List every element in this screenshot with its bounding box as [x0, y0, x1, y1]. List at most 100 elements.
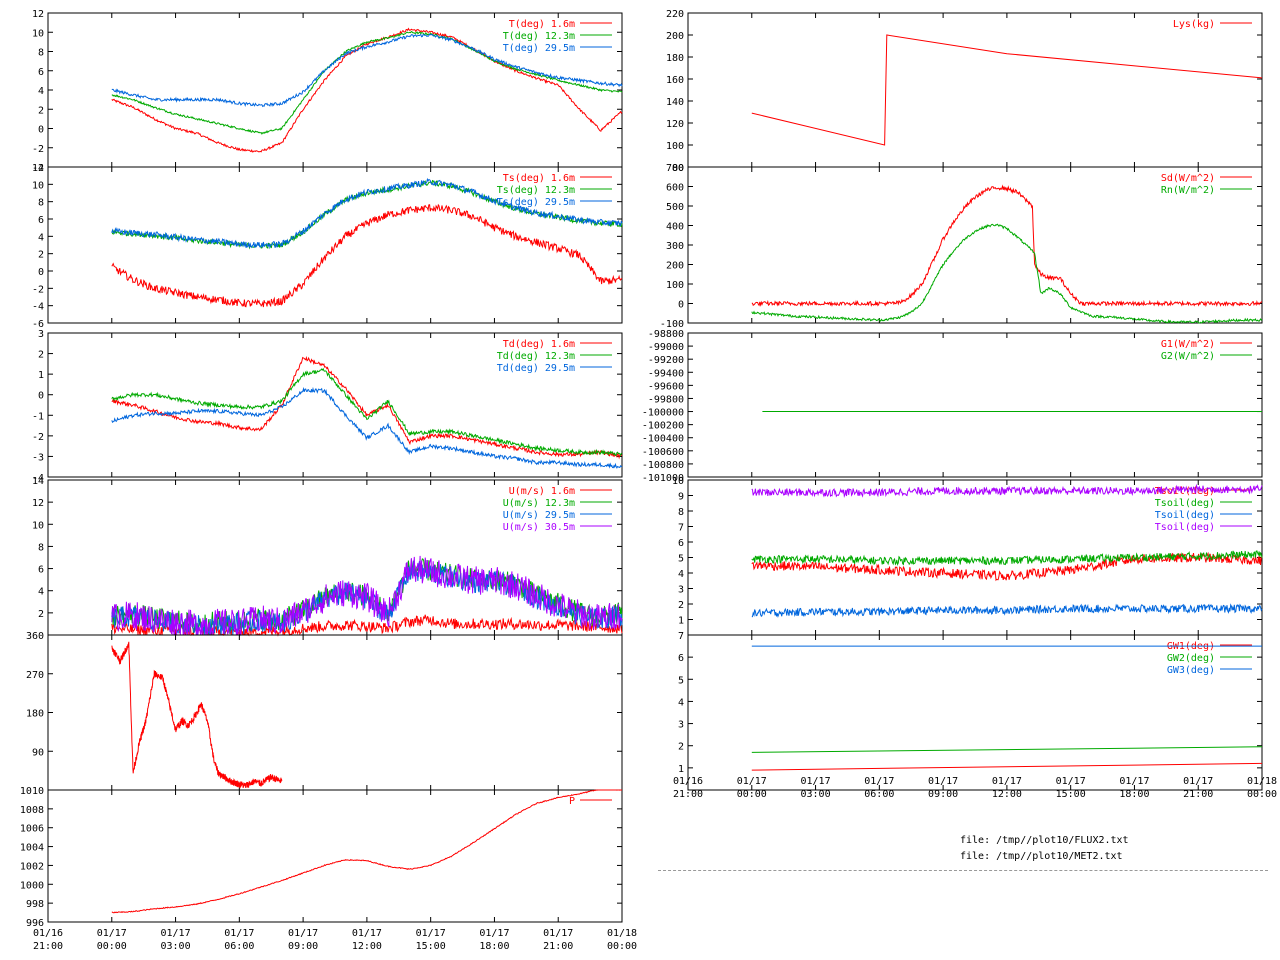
- y-tick-label: -4: [32, 302, 44, 313]
- y-tick-label: 4: [678, 697, 684, 708]
- legend-label: Td(deg) 12.3m: [497, 351, 575, 362]
- chart-panel: 12345678910Tsoil(deg)Tsoil(deg)Tsoil(deg…: [672, 476, 1263, 636]
- x-tick-label: 00:00: [737, 789, 767, 800]
- series-line: [751, 762, 1263, 771]
- legend-label: G1(W/m^2): [1161, 339, 1215, 350]
- y-tick-label: 7: [678, 631, 684, 642]
- y-tick-label: -100400: [642, 434, 684, 445]
- series-line: [111, 641, 283, 789]
- y-tick-label: -2: [32, 284, 44, 295]
- x-tick-label: 00:00: [1247, 789, 1277, 800]
- legend-label: U(m/s) 12.3m: [503, 498, 575, 509]
- y-tick-label: 200: [666, 31, 684, 42]
- y-tick-label: 160: [666, 75, 684, 86]
- legend-label: U(m/s) 29.5m: [503, 510, 575, 521]
- x-tick-label: 03:00: [161, 941, 191, 952]
- x-tick-label: 01/17: [543, 928, 573, 939]
- x-tick-label: 01/17: [479, 928, 509, 939]
- x-tick-label: 01/18: [607, 928, 637, 939]
- y-tick-label: -2: [32, 144, 44, 155]
- chart-panel: -4 -2 0 2 4 6 8 10 12 T(deg) 1.6mT(deg) 12.3mT(de…: [32, 9, 623, 174]
- plot-frame: [47, 166, 623, 324]
- legend-label: U(m/s) 30.5m: [503, 522, 575, 533]
- x-tick-label: 00:00: [97, 941, 127, 952]
- y-tick-label: 80: [672, 163, 684, 174]
- y-tick-label: 100: [666, 141, 684, 152]
- y-tick-label: 12: [32, 498, 44, 509]
- x-tick-label: 01/17: [97, 928, 127, 939]
- x-tick-label: 01/17: [737, 776, 767, 787]
- x-tick-label: 01/17: [352, 928, 382, 939]
- y-tick-label: 400: [666, 222, 684, 233]
- y-tick-label: 14: [32, 476, 44, 487]
- y-tick-label: 1000: [20, 880, 44, 891]
- dashed-separator: [658, 870, 1268, 871]
- y-tick-label: 8: [38, 542, 44, 553]
- chart-panel: -101000 -100800 -100600 -100400 -100200 -1000…: [642, 329, 1263, 484]
- x-tick-label: 01/17: [161, 928, 191, 939]
- x-tick-label: 01/17: [416, 928, 446, 939]
- x-tick-label: 21:00: [1183, 789, 1213, 800]
- chart-panel: 996 998 1000 1002 1004 1006 1008 1010 P: [20, 786, 623, 929]
- x-tick-label: 15:00: [416, 941, 446, 952]
- series-line: [111, 203, 623, 308]
- y-tick-label: -100000: [642, 408, 684, 419]
- x-tick-label: 06:00: [224, 941, 254, 952]
- y-tick-label: 8: [38, 198, 44, 209]
- x-tick-label: 01/16: [673, 776, 703, 787]
- legend-label: Td(deg) 1.6m: [503, 339, 575, 350]
- legend-label: Sd(W/m^2): [1161, 173, 1215, 184]
- y-tick-label: -101000: [642, 473, 684, 484]
- legend-label: Lys(kg): [1173, 19, 1215, 30]
- y-tick-label: 6: [38, 67, 44, 78]
- series-line: [751, 34, 1263, 146]
- x-tick-label: 21:00: [673, 789, 703, 800]
- y-tick-label: 3: [678, 720, 684, 731]
- y-tick-label: 100: [666, 280, 684, 291]
- y-tick-label: 10: [32, 520, 44, 531]
- y-tick-label: 1: [678, 616, 684, 627]
- y-tick-label: 200: [666, 261, 684, 272]
- series-line: [751, 603, 1263, 619]
- y-tick-label: 9: [678, 492, 684, 503]
- legend-label: T(deg) 12.3m: [503, 31, 575, 42]
- y-tick-label: 3: [38, 329, 44, 340]
- series-line: [111, 177, 623, 250]
- series-line: [111, 30, 623, 135]
- plot-frame: [687, 332, 1263, 478]
- y-tick-label: 8: [38, 48, 44, 59]
- legend-label: T(deg) 1.6m: [509, 19, 575, 30]
- y-tick-label: -2: [32, 432, 44, 443]
- y-tick-label: 2: [38, 609, 44, 620]
- y-tick-label: -99200: [648, 355, 684, 366]
- y-tick-label: 4: [38, 587, 44, 598]
- x-tick-label: 01/17: [864, 776, 894, 787]
- y-tick-label: 140: [666, 97, 684, 108]
- legend-label: G2(W/m^2): [1161, 351, 1215, 362]
- y-tick-label: 90: [32, 747, 44, 758]
- y-tick-label: -6: [32, 319, 44, 330]
- y-tick-label: 1: [38, 370, 44, 381]
- y-tick-label: -100800: [642, 460, 684, 471]
- y-tick-label: 360: [26, 631, 44, 642]
- plot-frame: [687, 12, 1263, 168]
- y-tick-label: 6: [38, 565, 44, 576]
- y-tick-label: -100600: [642, 447, 684, 458]
- series-line: [111, 33, 623, 108]
- file-path-label: file: /tmp//plot10/MET2.txt: [960, 851, 1123, 862]
- y-tick-label: 2: [38, 250, 44, 261]
- y-tick-label: 2: [678, 742, 684, 753]
- x-tick-label: 01/17: [1119, 776, 1149, 787]
- y-tick-label: 270: [26, 670, 44, 681]
- y-tick-label: -100200: [642, 421, 684, 432]
- chart-panel: 80 100 120 140 160 180 200 220 Lys(kg): [666, 9, 1263, 174]
- series-line: [751, 184, 1263, 308]
- y-tick-label: 6: [678, 653, 684, 664]
- x-tick-label: 01/17: [992, 776, 1022, 787]
- series-line: [111, 555, 623, 637]
- legend-label: GW3(deg): [1167, 665, 1215, 676]
- y-tick-label: 10: [32, 180, 44, 191]
- x-tick-label: 01/17: [224, 928, 254, 939]
